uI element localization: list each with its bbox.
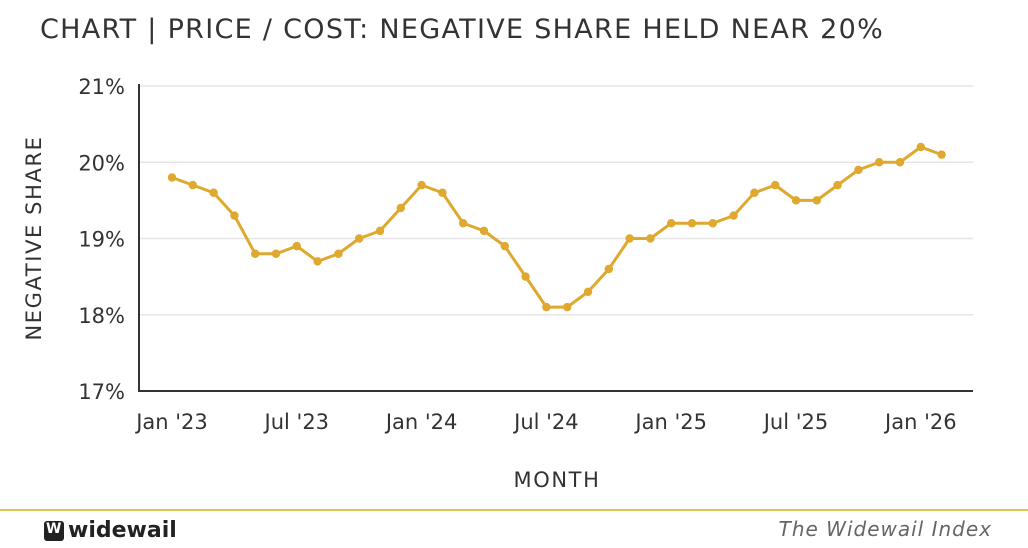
- y-tick-label: 21%: [78, 75, 125, 99]
- data-point: [292, 241, 301, 251]
- data-point: [604, 264, 613, 274]
- data-point: [937, 150, 946, 159]
- data-point: [708, 219, 717, 228]
- data-point: [791, 196, 801, 205]
- y-tick-label: 17%: [78, 380, 125, 404]
- x-tick-label: Jan '25: [633, 410, 707, 434]
- series-group: [167, 142, 946, 312]
- data-point: [687, 219, 697, 228]
- data-point: [646, 234, 655, 243]
- data-point: [479, 226, 489, 236]
- data-point: [230, 211, 239, 220]
- x-tick-labels: Jan '23 Jul '23 Jan '24 Jul '24 Jan '25 Jul '…: [134, 410, 956, 434]
- data-point: [542, 302, 551, 312]
- data-point: [854, 165, 863, 175]
- data-point: [313, 257, 322, 266]
- line-chart: 17% 18% 19% 20% 21% Jan '23 Jul '23 Jan '24 Jul…: [22, 75, 973, 492]
- brand-logo: widewail: [44, 518, 177, 543]
- brand-name: widewail: [68, 518, 177, 543]
- data-point: [875, 158, 884, 167]
- data-point: [500, 241, 509, 251]
- data-point: [895, 158, 905, 167]
- y-tick-label: 20%: [78, 151, 125, 175]
- x-tick-label: Jul '25: [762, 410, 829, 434]
- footer-rule: [0, 509, 1028, 511]
- data-point: [417, 180, 426, 190]
- data-point: [521, 272, 530, 281]
- x-axis-title: MONTH: [514, 468, 601, 492]
- data-point: [729, 211, 738, 220]
- data-point: [355, 234, 364, 243]
- data-point: [459, 219, 468, 228]
- data-point: [750, 188, 759, 197]
- data-point: [375, 226, 385, 236]
- data-point: [667, 219, 676, 228]
- data-point: [625, 234, 634, 243]
- x-tick-label: Jan '24: [384, 410, 458, 434]
- data-point: [583, 287, 593, 297]
- x-tick-label: Jan '26: [883, 410, 957, 434]
- series-line: [171, 145, 943, 309]
- gridlines: [139, 85, 973, 316]
- data-point: [438, 188, 447, 197]
- axes: [138, 84, 973, 392]
- widewail-logo-icon: [44, 520, 64, 541]
- data-point: [396, 203, 405, 213]
- y-axis-title: NEGATIVE SHARE: [22, 135, 46, 340]
- data-point: [334, 249, 343, 258]
- x-tick-label: Jul '24: [512, 410, 579, 434]
- index-name: The Widewail Index: [778, 517, 992, 541]
- data-point: [812, 196, 821, 205]
- data-point: [251, 249, 260, 258]
- chart-title: CHART | PRICE / COST: NEGATIVE SHARE HEL…: [40, 14, 885, 45]
- data-point: [771, 180, 780, 190]
- data-point: [167, 173, 177, 182]
- y-tick-label: 19%: [78, 228, 125, 252]
- x-tick-label: Jan '23: [134, 410, 208, 434]
- y-tick-labels: 17% 18% 19% 20% 21%: [78, 75, 125, 404]
- x-tick-label: Jul '23: [263, 410, 330, 434]
- data-point: [563, 302, 572, 312]
- data-point: [271, 249, 281, 258]
- data-point: [209, 188, 218, 197]
- data-point: [916, 142, 925, 152]
- data-point: [188, 180, 197, 190]
- data-point: [833, 180, 842, 190]
- y-tick-label: 18%: [78, 304, 125, 328]
